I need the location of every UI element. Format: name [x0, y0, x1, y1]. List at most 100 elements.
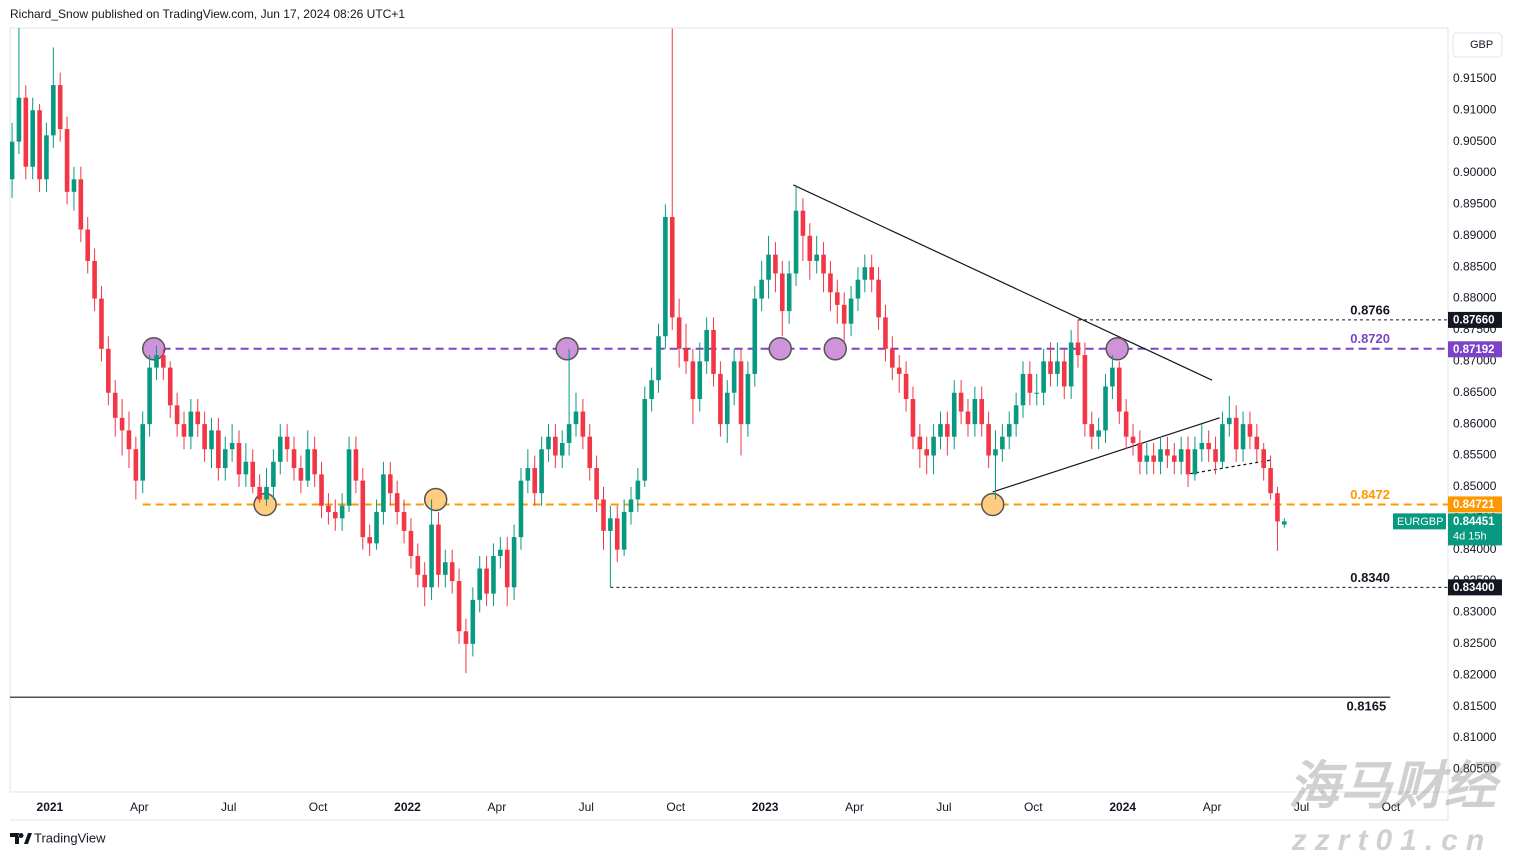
candle-body [360, 480, 366, 538]
currency-label: GBP [1470, 39, 1493, 51]
level-label: 0.8720 [1350, 331, 1390, 346]
candle-body [903, 373, 909, 400]
candle-body [566, 424, 572, 443]
candle-body [1006, 424, 1012, 437]
brand-name: TradingView [34, 830, 106, 845]
candle-body [938, 424, 943, 437]
candle-body [381, 474, 386, 513]
candle-body [663, 216, 668, 337]
plot-area [10, 28, 1448, 698]
candle-body [580, 411, 586, 437]
candle-body [216, 430, 221, 469]
candle-body [1075, 342, 1081, 356]
candle-body [532, 468, 538, 494]
candle-body [298, 468, 304, 481]
candle-body [518, 480, 524, 538]
candle-body [752, 298, 758, 374]
symbol-tag [1393, 513, 1446, 530]
candle-body [44, 135, 49, 180]
candle-body [456, 581, 462, 632]
candle-body [305, 449, 311, 481]
touch-marker [1105, 337, 1129, 361]
candle-body [945, 424, 950, 437]
candle-body [161, 355, 166, 368]
x-tick-label: Jul [221, 800, 236, 814]
candle-body [718, 373, 723, 425]
candle-body [511, 537, 517, 588]
candle-body [243, 461, 249, 475]
touch-marker [141, 337, 166, 361]
candle-body [793, 210, 799, 274]
currency-button[interactable] [1452, 32, 1503, 58]
candle-body [848, 298, 854, 324]
x-tick-label: Jul [1294, 800, 1309, 814]
candle-body [1116, 367, 1122, 412]
level-price-tag [1448, 496, 1502, 513]
candle-body [23, 97, 29, 167]
level-label: 0.8340 [1350, 570, 1390, 585]
candle-body [16, 97, 22, 142]
x-tick-label: Oct [666, 800, 685, 814]
trendline [1190, 459, 1273, 475]
candle-body [986, 424, 991, 456]
candle-body [1103, 386, 1108, 431]
x-tick-label: Oct [1382, 800, 1401, 814]
candle-body [738, 361, 744, 425]
candle-body [51, 85, 56, 136]
candle-body [209, 430, 214, 450]
y-tick-label: 0.85000 [1453, 479, 1497, 493]
candle-body [697, 361, 703, 400]
candle-body [786, 273, 792, 312]
candle-body [64, 129, 70, 192]
x-tick-label: Apr [845, 800, 864, 814]
candle-body [181, 424, 187, 437]
y-tick-label: 0.85500 [1453, 448, 1497, 462]
price-tags: 0.8766 0.8720 0.8472 0.8340 0.8165 0.87660 0.8… [1346, 302, 1502, 714]
x-tick-label: 2024 [1109, 800, 1136, 814]
y-tick-label: 0.90500 [1453, 134, 1497, 148]
candle-body [800, 210, 806, 236]
candle-body [277, 436, 283, 462]
candle-body [1130, 436, 1136, 443]
x-tick-label: Apr [488, 800, 507, 814]
candle-body [30, 110, 35, 167]
candle-body [92, 260, 97, 299]
candle-body [608, 518, 613, 531]
candle-body [1178, 449, 1184, 462]
candle-body [1220, 424, 1225, 462]
candle-body [1192, 449, 1198, 475]
candle-body [147, 367, 152, 425]
candle-body [924, 449, 930, 456]
candle-body [814, 254, 819, 261]
candle-body [1171, 455, 1177, 462]
level-price-tag-text: 0.84721 [1453, 499, 1495, 511]
candle-body [1268, 468, 1273, 494]
candle-body [1061, 361, 1067, 387]
y-tick-label: 0.82500 [1453, 636, 1497, 650]
candle-body [704, 329, 709, 362]
y-tick-label: 0.90000 [1453, 165, 1497, 179]
candle-body [869, 267, 874, 280]
watermark-title: 海马财经 [1288, 758, 1502, 816]
candle-body [711, 329, 716, 374]
candle-body [917, 436, 923, 450]
candle-body [896, 367, 902, 374]
candle-body [353, 449, 359, 481]
publish-header: Richard_Snow published on TradingView.co… [10, 7, 405, 21]
last-price-text: 0.84451 [1453, 516, 1495, 528]
candle-body [553, 436, 558, 456]
candle-body [1240, 424, 1246, 450]
candle-body [71, 179, 77, 192]
candle-body [683, 348, 689, 362]
candle-body [1068, 342, 1074, 387]
candle-body [188, 411, 194, 437]
trendline [793, 184, 1213, 381]
candle-body [841, 304, 847, 324]
candle-body [291, 449, 297, 469]
touch-marker [823, 337, 848, 361]
level-price-tag-text: 0.83400 [1453, 582, 1495, 594]
candle-body [745, 373, 751, 425]
